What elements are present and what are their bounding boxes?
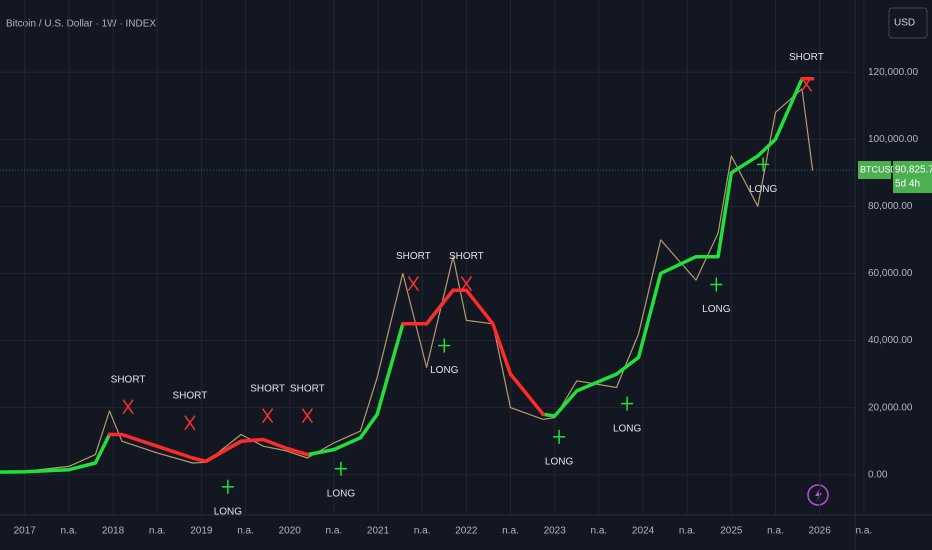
signal-label: SHORT — [449, 251, 484, 262]
signal-marker — [460, 276, 472, 291]
currency-label[interactable]: USD — [894, 18, 915, 29]
signal-marker — [334, 461, 347, 476]
alert-bolt — [815, 488, 822, 502]
signal-label: LONG — [613, 423, 642, 434]
signal-stroke — [407, 276, 419, 291]
x-tick-label: n.a. — [679, 526, 696, 537]
signal-stroke — [122, 399, 134, 415]
x-tick-label: 2020 — [279, 526, 302, 537]
signal-marker — [757, 157, 770, 172]
y-tick-label: 60,000.00 — [868, 268, 913, 279]
symbol-label: BTCUSD — [860, 164, 898, 174]
signal-label: LONG — [327, 488, 356, 499]
currency-button[interactable] — [888, 7, 928, 39]
x-tick-label: n.a. — [502, 526, 519, 537]
price-tag — [893, 161, 932, 194]
x-tick-label: 2021 — [367, 526, 390, 537]
x-tick-label: 2023 — [544, 526, 567, 537]
y-tick-label: 80,000.00 — [868, 201, 913, 212]
signal-marker — [407, 276, 419, 291]
symbol-tag — [858, 161, 891, 180]
signal-label: LONG — [702, 304, 731, 315]
y-tick-label: 0.00 — [868, 469, 888, 480]
x-tick-label: 2017 — [14, 526, 37, 537]
signal-label: LONG — [545, 456, 574, 467]
x-tick-label: n.a. — [414, 526, 431, 537]
signal-label: SHORT — [290, 383, 325, 394]
x-tick-label: 2025 — [720, 526, 743, 537]
x-tick-label: 2024 — [632, 526, 655, 537]
x-tick-label: n.a. — [767, 526, 784, 537]
signal-label: SHORT — [172, 390, 207, 401]
signal-marker — [710, 277, 723, 292]
x-tick-label: 2018 — [102, 526, 125, 537]
x-tick-label: n.a. — [591, 526, 608, 537]
signal-marker — [122, 399, 134, 415]
signal-marker — [800, 76, 813, 92]
signal-stroke — [262, 408, 274, 424]
y-tick-label: 100,000.00 — [868, 134, 918, 145]
signal-marker — [438, 338, 451, 353]
x-tick-label: n.a. — [855, 526, 872, 537]
signal-marker — [301, 408, 313, 424]
signal-marker — [553, 429, 566, 444]
chart-title: Bitcoin / U.S. Dollar · 1W · INDEX — [6, 19, 156, 30]
y-tick-label: 40,000.00 — [868, 335, 913, 346]
signal-stroke — [800, 76, 813, 92]
countdown-label: 5d 4h — [895, 179, 920, 190]
signal-label: SHORT — [111, 374, 146, 385]
y-tick-label: 120,000.00 — [868, 67, 918, 78]
x-tick-label: n.a. — [326, 526, 343, 537]
signal-stroke — [301, 408, 313, 424]
alert-icon[interactable] — [807, 484, 829, 506]
signal-label: SHORT — [789, 52, 824, 63]
x-tick-label: 2019 — [190, 526, 213, 537]
signal-label: LONG — [749, 184, 778, 195]
signal-stroke — [184, 415, 196, 431]
signal-marker — [621, 396, 634, 411]
signal-marker — [221, 479, 234, 494]
signal-label: SHORT — [396, 251, 431, 262]
signal-label: SHORT — [250, 383, 285, 394]
x-tick-label: n.a. — [61, 526, 78, 537]
x-tick-label: n.a. — [149, 526, 166, 537]
signal-stroke — [460, 276, 472, 291]
signal-marker — [262, 408, 274, 424]
x-tick-label: 2026 — [809, 526, 832, 537]
signal-label: LONG — [214, 506, 243, 517]
series-line — [0, 88, 814, 474]
x-tick-label: 2022 — [455, 526, 478, 537]
y-tick-label: 20,000.00 — [868, 402, 913, 413]
price-label: 90,825.78 — [895, 165, 932, 176]
x-tick-label: n.a. — [237, 526, 254, 537]
signal-label: LONG — [430, 365, 459, 376]
signal-marker — [184, 415, 196, 431]
